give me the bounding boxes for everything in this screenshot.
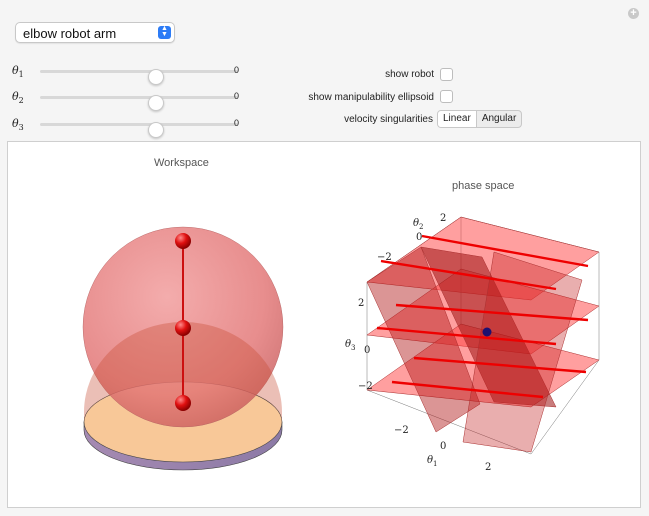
slider-theta1: θ1 0 xyxy=(12,64,252,85)
arm-joint-top xyxy=(175,233,191,249)
theta2-tick-zero: 0 xyxy=(416,232,422,243)
theta2-tick-neg: −2 xyxy=(377,252,392,263)
show-robot-label: show robot xyxy=(385,69,434,80)
model-dropdown[interactable]: elbow robot arm ▲ ▼ xyxy=(15,22,175,43)
theta3-axis-label: θ3 xyxy=(345,339,356,352)
slider-theta2-value: 0 xyxy=(234,91,240,101)
angular-button[interactable]: Angular xyxy=(481,113,517,124)
velocity-singularities-label: velocity singularities xyxy=(344,114,433,125)
arm-joint-elbow xyxy=(175,320,191,336)
slider-theta2-label: θ2 xyxy=(12,90,24,106)
slider-theta3: θ3 0 xyxy=(12,117,252,138)
arm-joint-base xyxy=(175,395,191,411)
linear-button[interactable]: Linear xyxy=(438,111,477,127)
theta2-tick-pos: 2 xyxy=(440,213,446,224)
singularity-lines xyxy=(376,234,589,399)
slider-theta1-label: θ1 xyxy=(12,64,24,80)
slider-theta1-value: 0 xyxy=(234,65,240,75)
current-configuration-point xyxy=(482,327,492,337)
show-ellipsoid-label: show manipulability ellipsoid xyxy=(308,92,434,103)
slider-theta1-thumb[interactable] xyxy=(148,69,164,85)
theta1-axis-label: θ1 xyxy=(427,455,438,468)
phase-space-plot: θ2 2 0 −2 θ3 2 0 −2 −2 0 2 θ1 xyxy=(345,213,600,473)
theta3-tick-zero: 0 xyxy=(364,345,370,356)
singularity-planes xyxy=(366,216,600,453)
theta1-tick-neg: −2 xyxy=(394,425,409,436)
theta1-tick-pos: 2 xyxy=(485,462,491,473)
slider-theta3-value: 0 xyxy=(234,118,240,128)
theta1-tick-zero: 0 xyxy=(440,441,446,452)
velocity-type-toggle: Linear Angular xyxy=(437,110,523,128)
slider-theta1-track[interactable] xyxy=(40,69,238,85)
workspace-title: Workspace xyxy=(154,157,209,169)
plots-canvas[interactable]: θ2 2 0 −2 θ3 2 0 −2 −2 0 2 θ1 xyxy=(8,142,640,507)
output-panel: Workspace phase space xyxy=(7,141,641,508)
workspace-plot xyxy=(82,226,284,471)
chevron-updown-icon: ▲ ▼ xyxy=(158,25,171,39)
slider-theta2-thumb[interactable] xyxy=(148,95,164,111)
show-ellipsoid-checkbox[interactable] xyxy=(440,90,453,103)
slider-theta3-track[interactable] xyxy=(40,122,238,138)
phase-space-title: phase space xyxy=(452,180,515,192)
theta3-tick-pos: 2 xyxy=(358,298,364,309)
slider-theta3-thumb[interactable] xyxy=(148,122,164,138)
slider-theta3-label: θ3 xyxy=(12,117,24,133)
show-robot-checkbox[interactable] xyxy=(440,68,453,81)
slider-theta2: θ2 0 xyxy=(12,90,252,111)
model-dropdown-label: elbow robot arm xyxy=(23,26,117,41)
add-icon[interactable]: + xyxy=(628,8,639,19)
slider-theta2-track[interactable] xyxy=(40,95,238,111)
theta3-tick-neg: −2 xyxy=(358,381,373,392)
theta2-axis-label: θ2 xyxy=(413,218,424,231)
